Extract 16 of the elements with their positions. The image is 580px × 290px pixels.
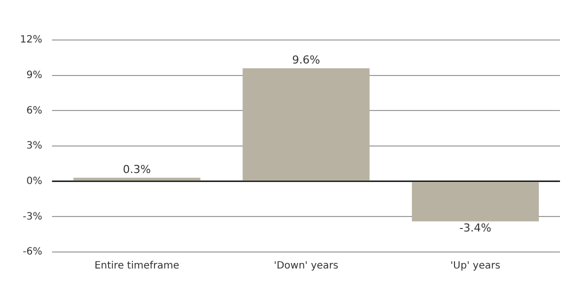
y-tick-label: 9% <box>26 70 42 81</box>
y-tick-label: 0% <box>26 176 42 187</box>
y-tick-label: 6% <box>26 105 42 116</box>
y-tick-label: 12% <box>20 34 42 46</box>
y-tick-label: -6% <box>22 246 42 258</box>
bar <box>242 68 370 181</box>
x-tick-label: Entire timeframe <box>94 260 180 272</box>
y-tick-label: -3% <box>22 211 42 222</box>
bar <box>73 178 200 181</box>
data-label: 9.6% <box>292 54 320 67</box>
x-tick-label: 'Up' years <box>450 260 500 272</box>
data-label: 0.3% <box>122 163 151 176</box>
x-tick-label: 'Down' years <box>274 260 338 272</box>
data-label: -3.4% <box>459 222 492 235</box>
bar <box>412 182 539 222</box>
y-tick-label: 3% <box>26 140 42 152</box>
